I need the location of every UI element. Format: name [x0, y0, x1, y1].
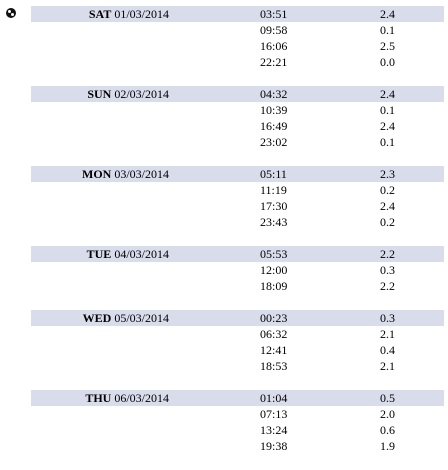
tide-time: 18:09 — [260, 279, 288, 293]
tide-row: 22:21 0.0 — [31, 54, 444, 70]
tide-height: 0.4 — [380, 343, 395, 357]
tide-time: 03:51 — [260, 7, 288, 21]
tide-time: 16:06 — [260, 39, 288, 53]
tide-row: 12:41 0.4 — [31, 342, 444, 358]
date: 02/03/2014 — [114, 87, 169, 101]
tide-height: 0.3 — [380, 311, 395, 325]
tide-time: 12:00 — [260, 263, 288, 277]
tide-height: 2.2 — [380, 247, 395, 261]
day-header-row: SAT 01/03/2014 03:51 2.4 — [31, 6, 444, 22]
tide-height: 2.0 — [380, 407, 395, 421]
tide-row: 23:43 0.2 — [31, 214, 444, 230]
day-label: SUN 02/03/2014 — [31, 86, 169, 102]
tide-time: 23:02 — [260, 135, 288, 149]
tide-row: 12:00 0.3 — [31, 262, 444, 278]
tide-row: 18:53 2.1 — [31, 358, 444, 374]
tide-height: 2.3 — [380, 167, 395, 181]
tide-height: 0.6 — [380, 423, 395, 437]
tide-row: 13:24 0.6 — [31, 422, 444, 438]
tide-height: 0.2 — [380, 215, 395, 229]
tide-row: 16:49 2.4 — [31, 118, 444, 134]
tide-height: 0.0 — [380, 55, 395, 69]
day-block: SAT 01/03/2014 03:51 2.4 09:58 0.1 16:06 2.5 22… — [31, 6, 444, 70]
tide-height: 2.4 — [380, 119, 395, 133]
weekday: MON — [82, 167, 112, 181]
tide-row: 11:19 0.2 — [31, 182, 444, 198]
date: 04/03/2014 — [114, 247, 169, 261]
tide-row: 10:39 0.1 — [31, 102, 444, 118]
tide-row: 09:58 0.1 — [31, 22, 444, 38]
weekday: WED — [82, 311, 112, 325]
tide-time: 18:53 — [260, 359, 288, 373]
tide-height: 0.1 — [380, 23, 395, 37]
day-label: SAT 01/03/2014 — [31, 6, 169, 22]
tide-time: 04:32 — [260, 87, 288, 101]
tide-row: 07:13 2.0 — [31, 406, 444, 422]
day-block: WED 05/03/2014 00:23 0.3 06:32 2.1 12:41 0.4 18… — [31, 310, 444, 374]
weekday: THU — [85, 391, 112, 405]
tide-time: 07:13 — [260, 407, 288, 421]
weekday: SUN — [87, 87, 112, 101]
day-header-row: TUE 04/03/2014 05:53 2.2 — [31, 246, 444, 262]
date: 05/03/2014 — [114, 311, 169, 325]
tide-table: SAT 01/03/2014 03:51 2.4 09:58 0.1 16:06 2.5 22… — [31, 6, 444, 470]
tide-time: 16:49 — [260, 119, 288, 133]
tide-time: 09:58 — [260, 23, 288, 37]
weekday: SAT — [88, 7, 112, 21]
date: 03/03/2014 — [114, 167, 169, 181]
tide-time: 13:24 — [260, 423, 288, 437]
tide-row: 23:02 0.1 — [31, 134, 444, 150]
day-block: THU 06/03/2014 01:04 0.5 07:13 2.0 13:24 0.6 19… — [31, 390, 444, 454]
day-block: MON 03/03/2014 05:11 2.3 11:19 0.2 17:30 2.4 23… — [31, 166, 444, 230]
tide-height: 1.9 — [380, 439, 395, 453]
moon-phase-icon — [6, 8, 16, 18]
day-label: TUE 04/03/2014 — [31, 246, 169, 262]
tide-height: 2.4 — [380, 7, 395, 21]
tide-height: 2.4 — [380, 199, 395, 213]
day-label: WED 05/03/2014 — [31, 310, 169, 326]
tide-height: 0.5 — [380, 391, 395, 405]
tide-height: 2.4 — [380, 87, 395, 101]
day-block: TUE 04/03/2014 05:53 2.2 12:00 0.3 18:09 2.2 — [31, 246, 444, 294]
tide-height: 0.1 — [380, 135, 395, 149]
tide-time: 01:04 — [260, 391, 288, 405]
tide-time: 12:41 — [260, 343, 288, 357]
tide-row: 19:38 1.9 — [31, 438, 444, 454]
tide-time: 05:11 — [260, 167, 287, 181]
date: 06/03/2014 — [114, 391, 169, 405]
tide-time: 05:53 — [260, 247, 288, 261]
tide-time: 11:19 — [260, 183, 287, 197]
tide-row: 18:09 2.2 — [31, 278, 444, 294]
day-label: MON 03/03/2014 — [31, 166, 169, 182]
tide-time: 06:32 — [260, 327, 288, 341]
tide-height: 0.1 — [380, 103, 395, 117]
tide-height: 2.2 — [380, 279, 395, 293]
tide-height: 2.1 — [380, 327, 395, 341]
weekday: TUE — [86, 247, 112, 261]
tide-row: 16:06 2.5 — [31, 38, 444, 54]
tide-time: 17:30 — [260, 199, 288, 213]
tide-time: 00:23 — [260, 311, 288, 325]
tide-row: 17:30 2.4 — [31, 198, 444, 214]
tide-row: 06:32 2.1 — [31, 326, 444, 342]
tide-height: 2.1 — [380, 359, 395, 373]
tide-height: 0.2 — [380, 183, 395, 197]
tide-height: 0.3 — [380, 263, 395, 277]
day-block: SUN 02/03/2014 04:32 2.4 10:39 0.1 16:49 2.4 23… — [31, 86, 444, 150]
tide-time: 23:43 — [260, 215, 288, 229]
tide-time: 22:21 — [260, 55, 288, 69]
day-header-row: THU 06/03/2014 01:04 0.5 — [31, 390, 444, 406]
day-header-row: MON 03/03/2014 05:11 2.3 — [31, 166, 444, 182]
day-header-row: WED 05/03/2014 00:23 0.3 — [31, 310, 444, 326]
day-label: THU 06/03/2014 — [31, 390, 169, 406]
day-header-row: SUN 02/03/2014 04:32 2.4 — [31, 86, 444, 102]
tide-time: 10:39 — [260, 103, 288, 117]
date: 01/03/2014 — [114, 7, 169, 21]
tide-time: 19:38 — [260, 439, 288, 453]
tide-height: 2.5 — [380, 39, 395, 53]
